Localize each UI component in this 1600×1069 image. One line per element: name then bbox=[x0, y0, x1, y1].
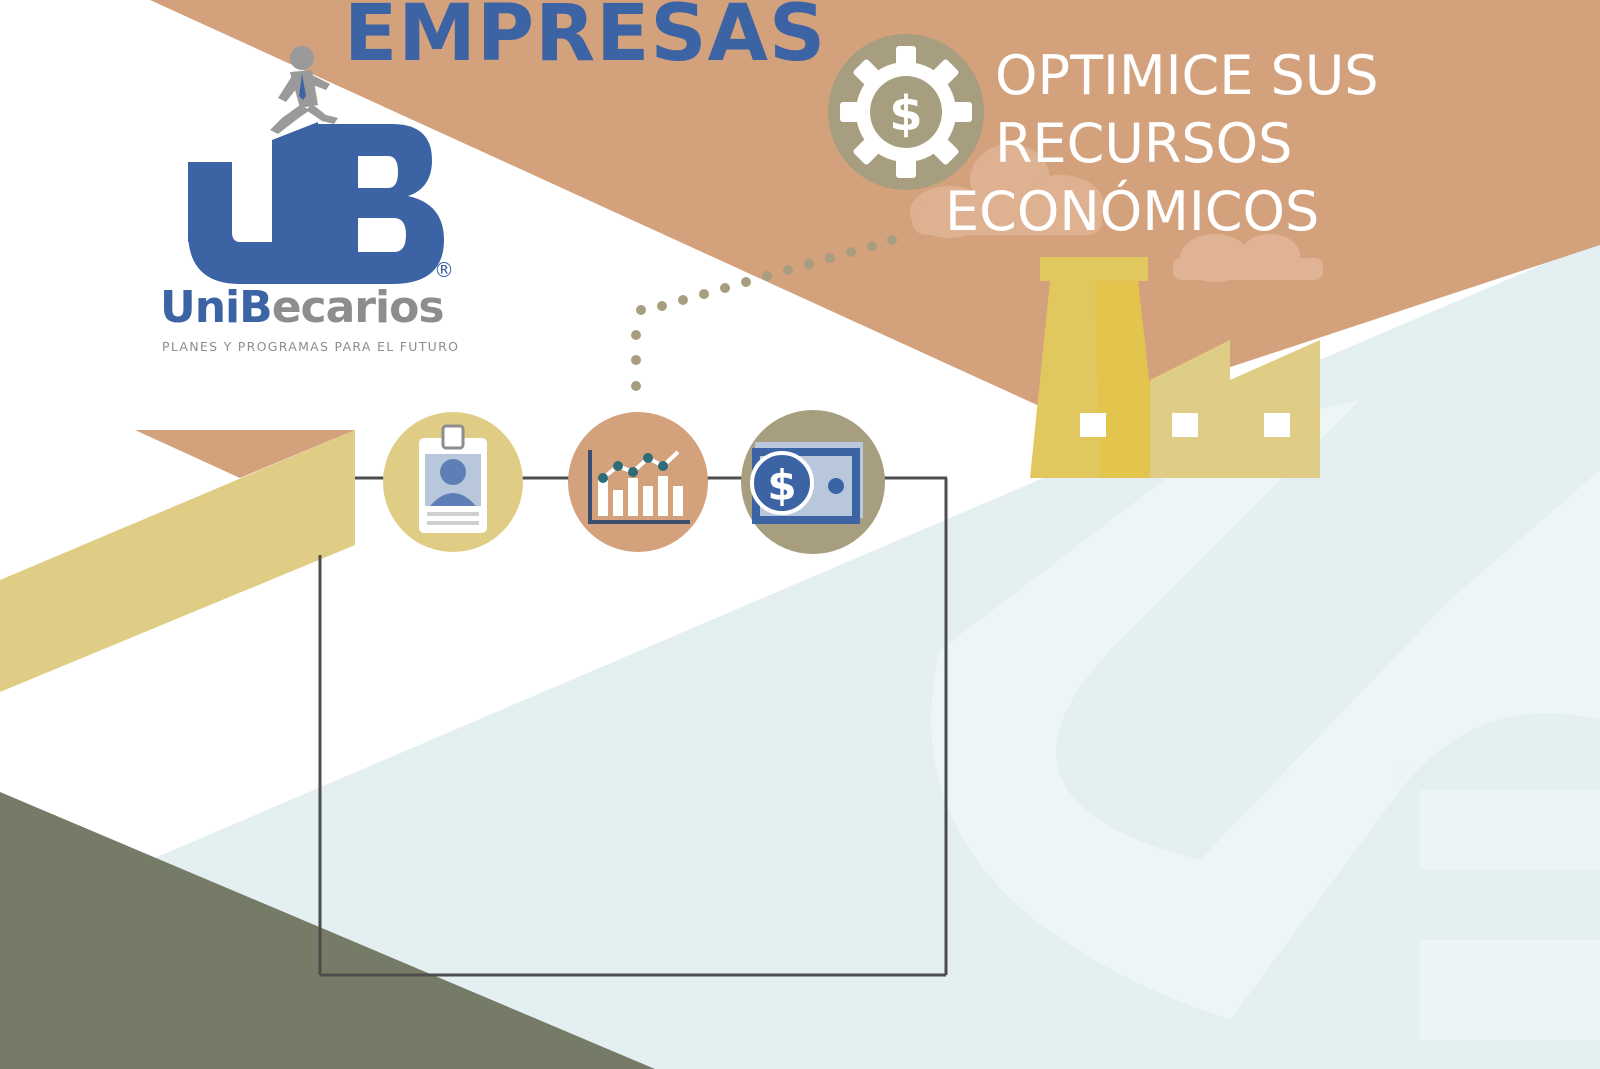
brand-tagline: PLANES Y PROGRAMAS PARA EL FUTURO bbox=[162, 339, 460, 354]
id-badge-icon bbox=[383, 412, 523, 552]
pale-blue-band bbox=[150, 240, 1600, 1069]
watermark-logo bbox=[931, 400, 1600, 1040]
tagline-line-2: RECURSOS bbox=[995, 112, 1293, 175]
gear-dollar-icon: $ bbox=[828, 34, 984, 190]
mustard-band bbox=[0, 430, 355, 692]
brand-name: UniBecarios bbox=[160, 282, 445, 333]
cloud-icon bbox=[910, 144, 1104, 238]
brand-name-uni: Uni bbox=[160, 282, 240, 333]
svg-text:$: $ bbox=[889, 86, 922, 142]
dotted-path bbox=[631, 235, 897, 391]
olive-wedge bbox=[0, 792, 655, 1069]
tagline: OPTIMICE SUS RECURSOS ECONÓMICOS bbox=[945, 42, 1379, 246]
brand-name-b: B bbox=[239, 282, 273, 333]
terracotta-wedge bbox=[150, 0, 1600, 420]
tagline-line-3: ECONÓMICOS bbox=[945, 180, 1320, 243]
money-bill-icon: $ bbox=[741, 410, 885, 554]
logo-ub bbox=[188, 122, 444, 284]
brand-name-ecarios: ecarios bbox=[271, 282, 445, 333]
page-title: EMPRESAS bbox=[344, 0, 827, 79]
factory-icon bbox=[1030, 257, 1320, 478]
tagline-line-1: OPTIMICE SUS bbox=[995, 44, 1379, 107]
cloud-icon bbox=[1173, 234, 1323, 282]
bar-chart-icon bbox=[568, 412, 708, 552]
svg-text:$: $ bbox=[767, 461, 796, 510]
terracotta-triangle bbox=[135, 430, 355, 478]
registered-mark: ® bbox=[434, 258, 454, 282]
person-climbing-icon bbox=[270, 46, 338, 134]
